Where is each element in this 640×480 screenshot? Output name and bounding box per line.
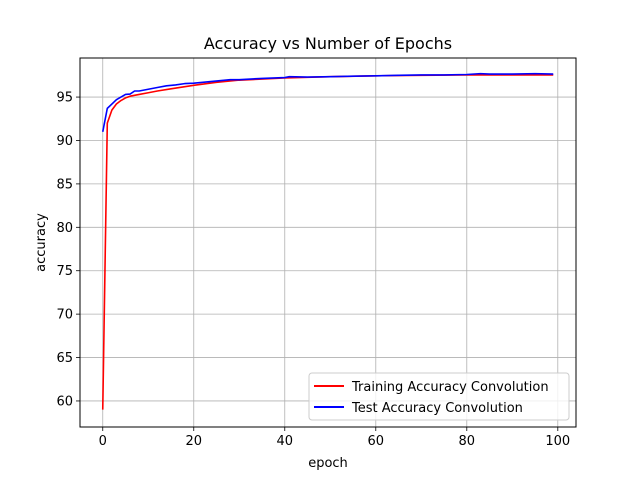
x-axis-label: epoch [308,456,348,471]
y-axis-label: accuracy [34,213,49,272]
legend: Training Accuracy Convolution Test Accur… [308,372,570,421]
plot-frame [79,57,577,428]
y-tick-label: 85 [56,177,73,192]
y-tick-label: 90 [56,134,73,149]
chart-title: Accuracy vs Number of Epochs [204,34,452,53]
grid-layer [80,58,576,427]
x-tick-label: 60 [368,434,385,449]
y-tick-label: 60 [56,394,73,409]
x-tick-label: 20 [185,434,202,449]
series-layer [101,72,554,410]
x-tick-label: 0 [99,434,107,449]
y-tick-label: 80 [56,221,73,236]
legend-box [308,372,570,421]
x-tick-label: 80 [459,434,476,449]
y-tick-label: 70 [56,308,73,323]
legend-label-training: Training Accuracy Convolution [351,380,549,395]
x-tick-label: 100 [545,434,570,449]
y-tick-label: 75 [56,264,73,279]
tick-layer: 0 20 40 60 80 100 60 65 70 75 80 85 90 95 [56,91,570,449]
y-tick-label: 95 [56,91,73,106]
legend-label-test: Test Accuracy Convolution [351,401,523,416]
training-accuracy-line [101,74,554,410]
y-tick-label: 65 [56,351,73,366]
x-tick-label: 40 [276,434,293,449]
test-accuracy-line [101,72,554,132]
